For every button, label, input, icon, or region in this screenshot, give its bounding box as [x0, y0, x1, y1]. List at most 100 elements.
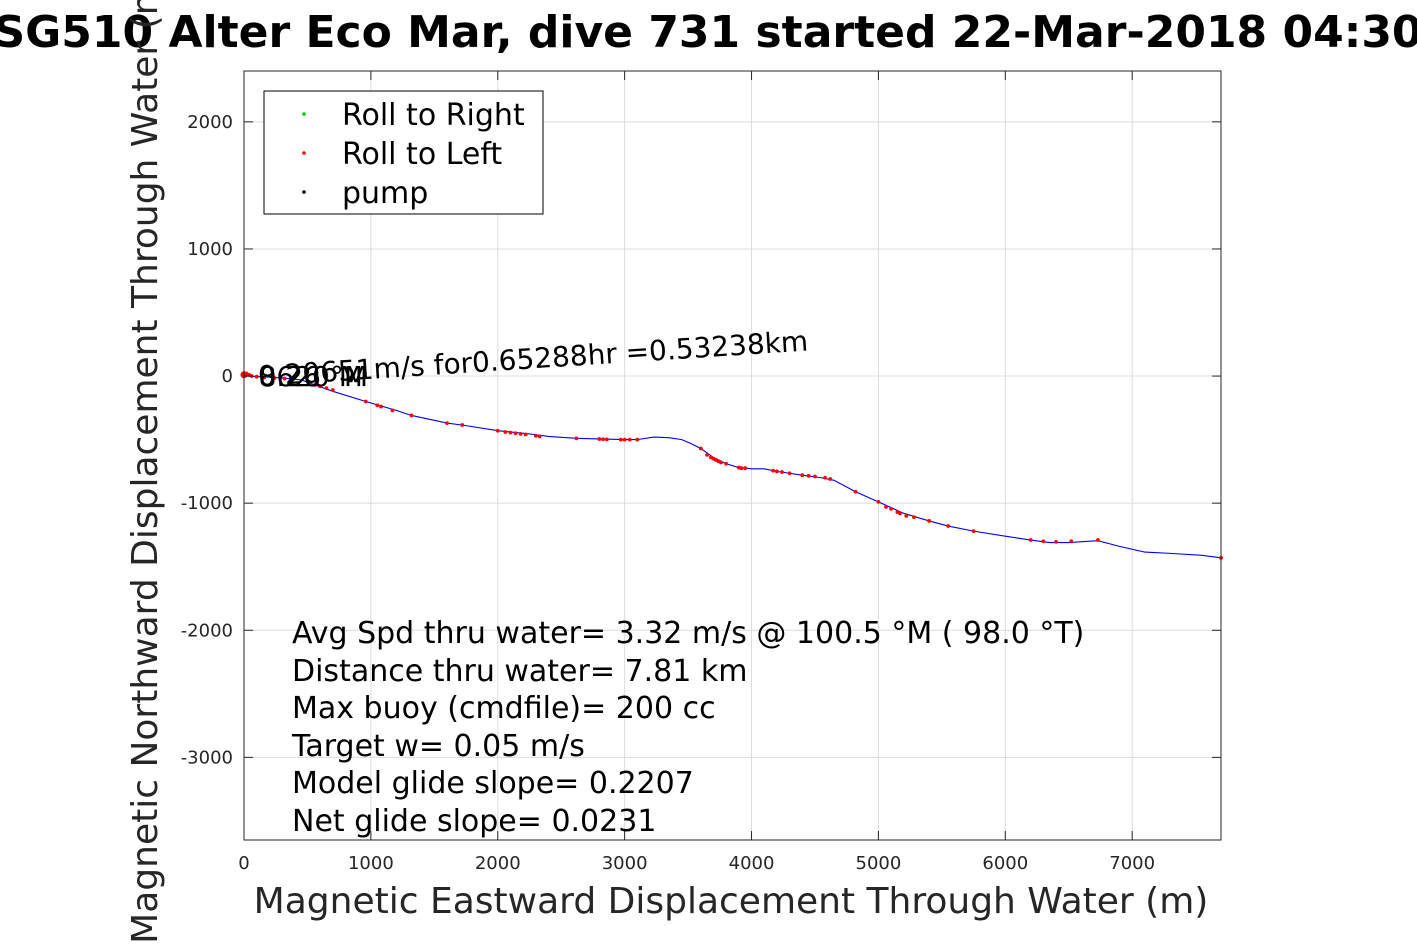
axis-ticks: [243, 71, 1221, 840]
y-tick-label: -2000: [181, 620, 233, 641]
roll-left-point: [787, 471, 792, 476]
x-tick-label: 2000: [475, 853, 521, 874]
legend-label-pump: pump: [342, 176, 428, 211]
roll-left-point: [853, 489, 858, 494]
stat-model-glide-slope: Model glide slope= 0.2207: [292, 766, 694, 801]
roll-left-point: [898, 511, 902, 516]
roll-left-point: [724, 461, 729, 466]
x-tick-label: 4000: [729, 853, 775, 874]
roll-left-point: [813, 474, 817, 479]
stat-max-buoy: Max buoy (cmdfile)= 200 cc: [292, 691, 716, 726]
roll-left-point: [508, 430, 513, 435]
legend-label-roll-left: Roll to Left: [342, 137, 502, 172]
roll-left-point: [604, 437, 609, 442]
roll-left-point: [409, 413, 414, 418]
x-tick-label: 5000: [856, 853, 902, 874]
roll-left-point: [1096, 538, 1100, 542]
roll-left-point: [518, 431, 523, 436]
roll-left-point: [618, 437, 623, 442]
roll-left-point: [927, 519, 932, 523]
roll-left-point: [523, 432, 528, 437]
annotation-label: 8620 M: [259, 360, 363, 393]
y-tick-labels: -3000 -2000 -1000 0 1000 2000: [181, 112, 233, 769]
roll-left-point: [379, 404, 383, 409]
roll-left-point: [313, 383, 317, 387]
roll-left-point: [460, 423, 465, 427]
roll-left-point: [876, 499, 881, 504]
x-tick-labels: 0 1000 2000 3000 4000 5000 6000 7000: [238, 853, 1155, 874]
roll-left-point: [390, 408, 395, 413]
roll-left-point: [513, 431, 518, 436]
stat-net-glide-slope: Net glide slope= 0.0231: [292, 804, 656, 839]
roll-left-point: [495, 428, 500, 433]
roll-left-point: [806, 473, 811, 478]
dive-stats: Avg Spd thru water= 3.32 m/s @ 100.5 °M …: [291, 616, 1084, 839]
roll-left-point: [800, 473, 805, 478]
roll-left-point: [743, 466, 748, 471]
annotation-label: 0.26 °M: [259, 360, 368, 393]
legend-marker-pump: [302, 190, 306, 194]
roll-left-point: [445, 421, 449, 425]
x-tick-label: 3000: [602, 853, 648, 874]
roll-left-point: [1028, 538, 1033, 542]
roll-left-point: [904, 513, 909, 518]
roll-left-point: [739, 466, 744, 471]
roll-left-point: [823, 475, 828, 480]
legend-marker-roll-right: [302, 112, 306, 116]
roll-left-point: [698, 446, 703, 451]
x-tick-label: 7000: [1109, 853, 1155, 874]
stat-distance: Distance thru water= 7.81 km: [292, 654, 747, 689]
roll-left-point: [971, 529, 976, 534]
legend-marker-roll-left: [302, 151, 306, 155]
roll-left-point: [1054, 540, 1058, 544]
roll-left-point: [537, 434, 542, 439]
roll-left-point: [1041, 539, 1046, 544]
roll-left-point: [282, 376, 287, 381]
roll-left-point: [262, 375, 267, 380]
roll-left-point: [889, 506, 894, 511]
legend-label-roll-right: Roll to Right: [342, 98, 525, 133]
roll-left-point: [622, 437, 627, 442]
y-tick-label: 0: [222, 366, 233, 387]
roll-left-point: [601, 437, 605, 442]
y-tick-label: -1000: [181, 493, 233, 514]
roll-left-point: [1069, 539, 1074, 544]
roll-left-point: [324, 386, 329, 391]
axes-frame: [243, 70, 1222, 841]
roll-left-point: [597, 437, 602, 441]
roll-left-point: [627, 437, 632, 442]
y-tick-label: -3000: [181, 747, 233, 768]
roll-left-point: [771, 468, 776, 473]
roll-left-point: [330, 388, 335, 392]
roll-left-point: [635, 437, 640, 442]
roll-left-point: [272, 376, 277, 380]
y-axis-label: Magnetic Northward Displacement Through …: [125, 0, 166, 944]
chart-title: SG510 Alter Eco Mar, dive 731 started 22…: [0, 7, 1417, 58]
roll-left-point: [363, 399, 368, 404]
roll-left-point: [705, 452, 710, 457]
roll-left-point: [574, 436, 579, 441]
roll-left-point: [775, 469, 779, 474]
roll-left-point: [946, 524, 951, 528]
x-axis-label: Magnetic Eastward Displacement Through W…: [254, 881, 1209, 922]
roll-left-point: [912, 515, 916, 520]
x-tick-label: 1000: [348, 853, 394, 874]
y-tick-label: 2000: [187, 112, 233, 133]
stat-avg-speed: Avg Spd thru water= 3.32 m/s @ 100.5 °M …: [292, 616, 1084, 651]
roll-left-point: [828, 477, 833, 481]
grid-lines: [243, 71, 1221, 840]
legend-box: [263, 90, 544, 215]
roll-left-point: [780, 470, 784, 474]
roll-left-point: [503, 430, 508, 434]
legend: Roll to Right Roll to Left pump: [263, 90, 544, 215]
roll-left-point: [375, 403, 380, 408]
y-tick-label: 1000: [187, 239, 233, 260]
roll-left-point: [318, 384, 323, 389]
x-tick-label: 0: [238, 853, 249, 874]
roll-left-point: [533, 433, 538, 438]
roll-left-point: [719, 460, 723, 465]
roll-left-point: [884, 505, 888, 509]
roll-left-point: [254, 374, 259, 379]
x-tick-label: 6000: [982, 853, 1028, 874]
